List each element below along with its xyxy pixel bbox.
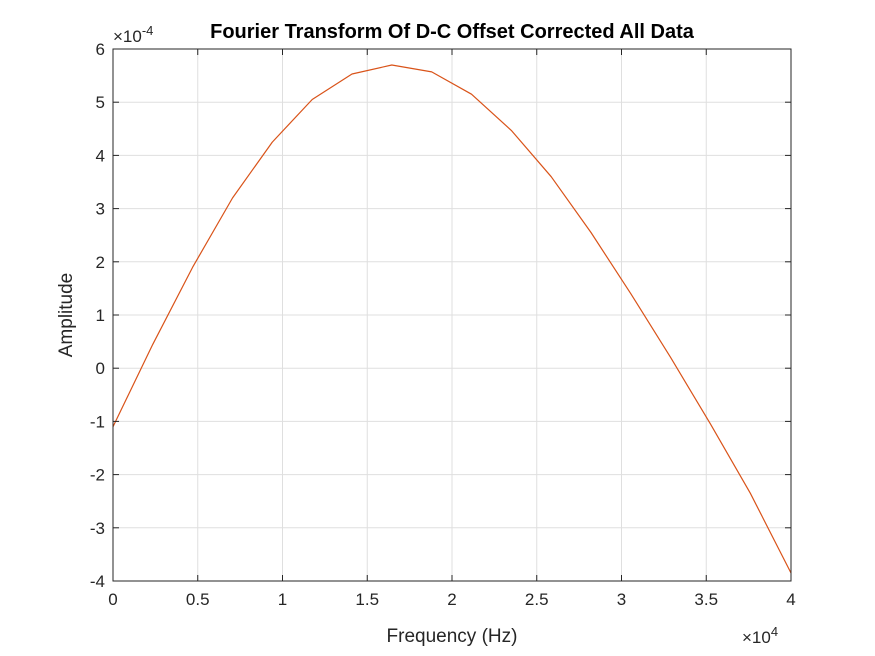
y-tick-label: 4 <box>96 146 105 165</box>
x-tick-label: 3 <box>617 590 626 609</box>
x-tick-label: 1 <box>278 590 287 609</box>
x-tick-label: 0 <box>108 590 117 609</box>
y-tick-label: -3 <box>90 519 105 538</box>
y-tick-label: 1 <box>96 306 105 325</box>
x-tick-label: 2.5 <box>525 590 549 609</box>
x-exponent-power: 4 <box>771 624 778 639</box>
x-exponent-label: ×104 <box>742 624 778 647</box>
tick-labels: 0 0.5 1 1.5 2 2.5 3 3.5 4 -4 -3 -2 -1 0 1 2 3 4 5 6 <box>90 40 796 609</box>
x-axis-label: Frequency (Hz) <box>387 626 518 647</box>
series-line <box>112 64 792 574</box>
y-tick-label: 0 <box>96 359 105 378</box>
y-exponent-base: ×10 <box>113 27 142 46</box>
x-tick-label: 4 <box>786 590 795 609</box>
series-line-group <box>112 64 792 574</box>
y-tick-label: 5 <box>96 93 105 112</box>
ticks <box>112 48 792 582</box>
x-tick-label: 3.5 <box>694 590 718 609</box>
y-tick-label: 6 <box>96 40 105 59</box>
y-tick-label: -1 <box>90 412 105 431</box>
y-tick-label: 3 <box>96 200 105 219</box>
x-tick-label: 0.5 <box>186 590 210 609</box>
y-exponent-power: -4 <box>142 23 154 38</box>
y-tick-label: 2 <box>96 253 105 272</box>
x-exponent-base: ×10 <box>742 628 771 647</box>
y-axis-label: Amplitude <box>56 273 77 358</box>
x-tick-label: 2 <box>447 590 456 609</box>
y-tick-label: -2 <box>90 466 105 485</box>
y-tick-label: -4 <box>90 572 105 591</box>
y-exponent-label: ×10-4 <box>113 23 153 46</box>
x-tick-label: 1.5 <box>355 590 379 609</box>
chart-title: Fourier Transform Of D-C Offset Correcte… <box>210 21 695 43</box>
